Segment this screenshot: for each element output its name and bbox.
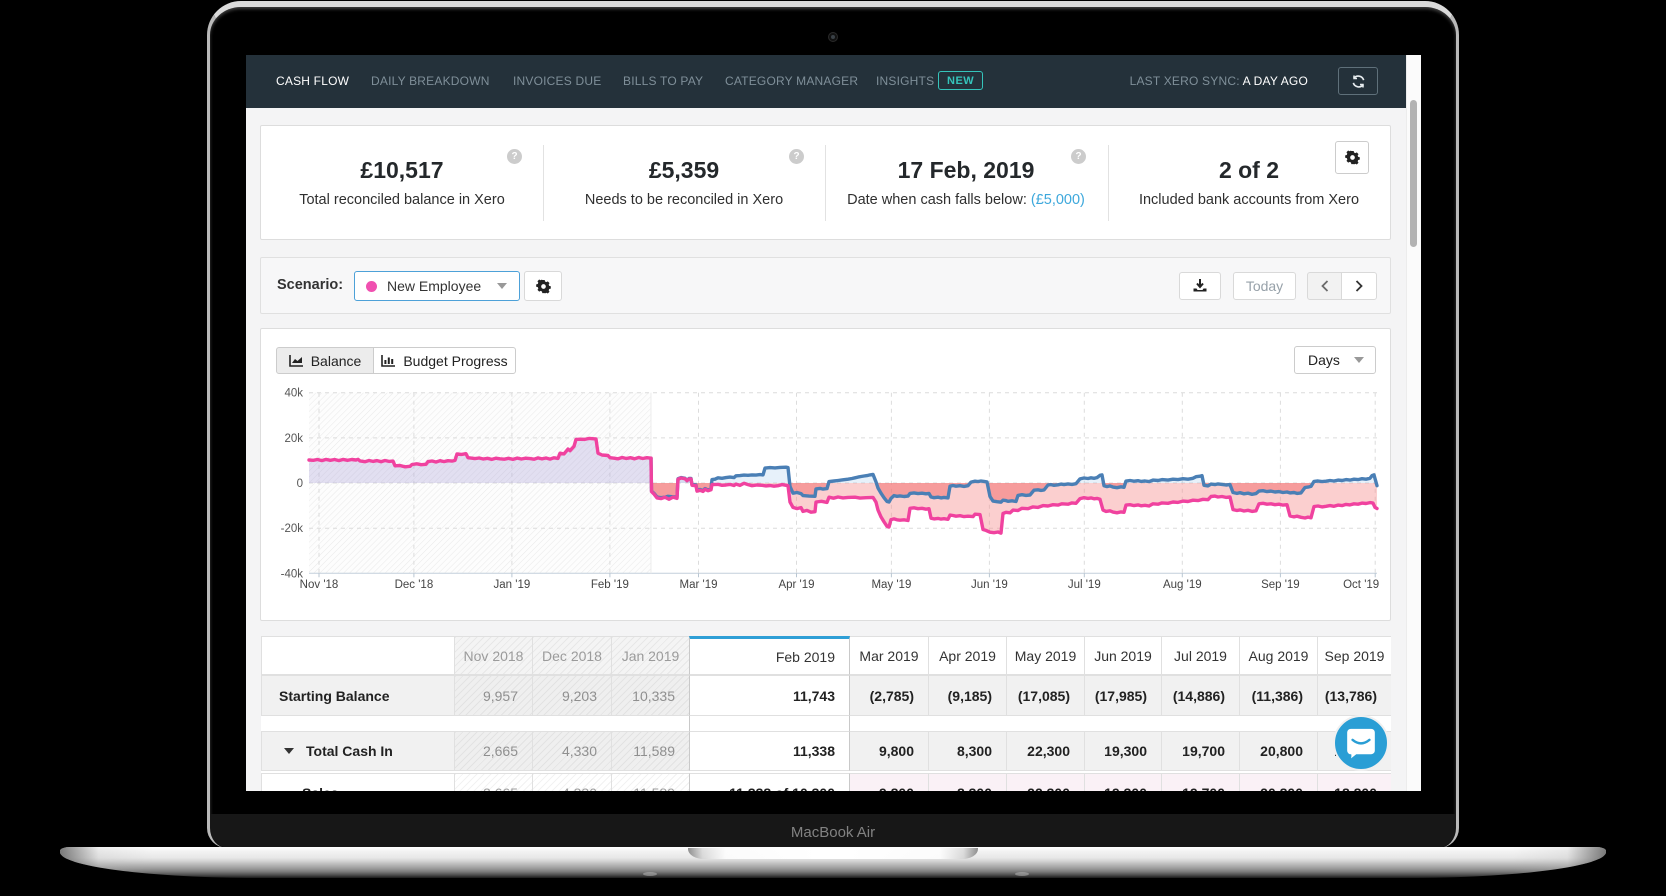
svg-text:20k: 20k [284,433,303,445]
svg-text:Jan '19: Jan '19 [494,579,531,591]
svg-text:Sep '19: Sep '19 [1261,579,1300,591]
svg-text:Aug '19: Aug '19 [1163,579,1202,591]
svg-text:Nov '18: Nov '18 [300,579,339,591]
svg-text:Oct '19: Oct '19 [1343,579,1379,591]
svg-text:Dec '18: Dec '18 [395,579,434,591]
svg-text:0: 0 [297,478,303,490]
svg-text:Mar '19: Mar '19 [680,579,718,591]
svg-text:-20k: -20k [281,523,304,535]
svg-text:Apr '19: Apr '19 [778,579,814,591]
svg-text:-40k: -40k [281,568,304,580]
svg-text:Jun '19: Jun '19 [971,579,1008,591]
svg-text:40k: 40k [284,388,303,400]
svg-text:Jul '19: Jul '19 [1068,579,1101,591]
svg-text:Feb '19: Feb '19 [591,579,629,591]
svg-text:May '19: May '19 [871,579,911,591]
